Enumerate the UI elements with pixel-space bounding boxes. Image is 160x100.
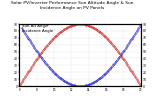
Text: Solar PV/Inverter Performance Sun Altitude Angle & Sun Incidence Angle on PV Pan: Solar PV/Inverter Performance Sun Altitu… <box>11 1 133 10</box>
Legend: Sun Alt Angle, Incidence Angle: Sun Alt Angle, Incidence Angle <box>20 24 53 33</box>
